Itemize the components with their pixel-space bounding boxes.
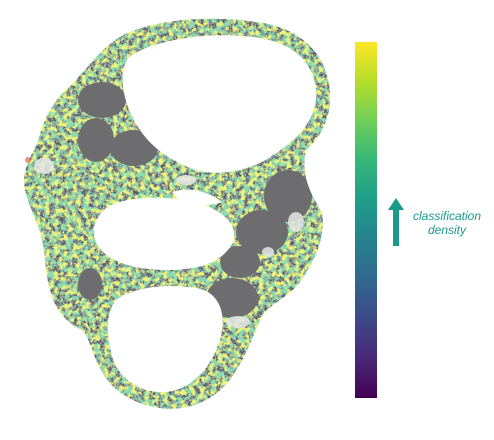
dark-cell-clusters: [78, 82, 312, 318]
tissue-region: [0, 0, 340, 420]
colorbar: [355, 42, 377, 398]
annotation-line-1: classification: [412, 209, 482, 223]
colorbar-fill: [355, 42, 377, 398]
arrow-up-shape: [388, 198, 404, 246]
annotation-line-2: density: [427, 223, 467, 237]
pale-fragments: [34, 158, 304, 328]
red-artifact-mark: [25, 157, 31, 163]
colorbar-annotation: classification density: [405, 209, 489, 237]
arrow-up-icon: [388, 198, 404, 246]
